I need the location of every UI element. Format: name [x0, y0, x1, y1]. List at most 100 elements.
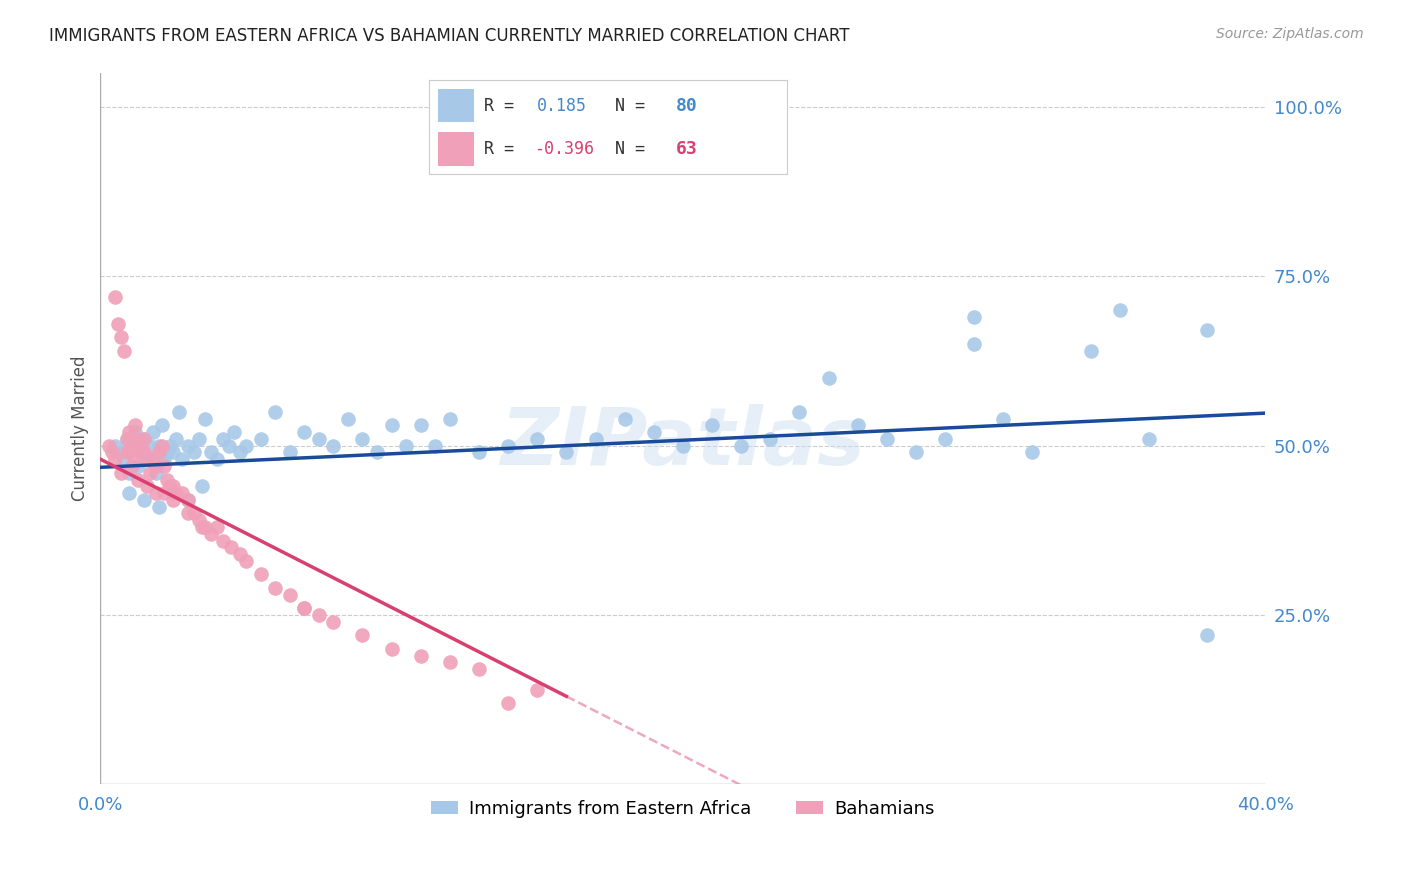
Point	[200, 445, 222, 459]
Point	[191, 520, 214, 534]
Point	[1197, 628, 1219, 642]
Point	[229, 547, 252, 561]
Point	[136, 452, 159, 467]
Point	[159, 439, 181, 453]
Point	[1137, 432, 1160, 446]
Point	[150, 439, 173, 453]
Point	[200, 526, 222, 541]
Point	[496, 439, 519, 453]
Text: IMMIGRANTS FROM EASTERN AFRICA VS BAHAMIAN CURRENTLY MARRIED CORRELATION CHART: IMMIGRANTS FROM EASTERN AFRICA VS BAHAMI…	[49, 27, 849, 45]
Point	[221, 541, 243, 555]
Point	[643, 425, 665, 439]
Point	[194, 411, 217, 425]
Point	[118, 425, 141, 439]
Point	[292, 601, 315, 615]
Point	[963, 337, 986, 351]
Point	[205, 520, 228, 534]
Point	[139, 466, 162, 480]
Bar	[437, 88, 474, 122]
Point	[129, 445, 152, 459]
Point	[121, 439, 143, 453]
Point	[112, 452, 135, 467]
Point	[162, 492, 184, 507]
Point	[308, 608, 330, 623]
Point	[496, 696, 519, 710]
Point	[148, 445, 170, 459]
Point	[142, 452, 165, 467]
Point	[127, 473, 149, 487]
Point	[162, 445, 184, 459]
Text: ZIPatlas: ZIPatlas	[501, 404, 866, 482]
Point	[104, 439, 127, 453]
Point	[526, 682, 548, 697]
Point	[292, 601, 315, 615]
Point	[439, 411, 461, 425]
Point	[183, 507, 205, 521]
Point	[308, 432, 330, 446]
Point	[1108, 303, 1130, 318]
Point	[153, 452, 176, 467]
Point	[205, 452, 228, 467]
Point	[145, 458, 167, 473]
Point	[395, 439, 418, 453]
Point	[132, 432, 155, 446]
Point	[188, 432, 211, 446]
Point	[153, 486, 176, 500]
Point	[439, 656, 461, 670]
Text: N =: N =	[616, 140, 655, 158]
Point	[292, 425, 315, 439]
Point	[425, 439, 447, 453]
Point	[136, 452, 159, 467]
Point	[121, 458, 143, 473]
Point	[156, 445, 179, 459]
Point	[136, 479, 159, 493]
Point	[167, 405, 190, 419]
Point	[468, 445, 491, 459]
Point	[876, 432, 898, 446]
Point	[145, 486, 167, 500]
Point	[526, 432, 548, 446]
Point	[1197, 323, 1219, 337]
Point	[115, 445, 138, 459]
Point	[104, 452, 127, 467]
Point	[409, 418, 432, 433]
Point	[104, 289, 127, 303]
Point	[194, 520, 217, 534]
Point	[235, 554, 257, 568]
Point	[165, 486, 187, 500]
Point	[110, 330, 132, 344]
Point	[150, 418, 173, 433]
Point	[142, 425, 165, 439]
Point	[159, 479, 181, 493]
Point	[963, 310, 986, 324]
Point	[235, 439, 257, 453]
Bar	[437, 132, 474, 166]
Point	[110, 466, 132, 480]
Point	[218, 439, 240, 453]
Point	[115, 432, 138, 446]
Point	[585, 432, 607, 446]
Point	[211, 432, 233, 446]
Point	[145, 466, 167, 480]
Point	[249, 432, 271, 446]
Point	[366, 445, 388, 459]
Point	[162, 486, 184, 500]
Point	[118, 466, 141, 480]
Point	[132, 432, 155, 446]
Point	[115, 432, 138, 446]
Point	[904, 445, 927, 459]
Point	[156, 473, 179, 487]
Point	[352, 628, 374, 642]
Point	[613, 411, 636, 425]
Point	[139, 439, 162, 453]
Point	[118, 445, 141, 459]
Point	[846, 418, 869, 433]
Text: 80: 80	[676, 96, 697, 114]
Point	[183, 445, 205, 459]
Point	[170, 452, 193, 467]
Legend: Immigrants from Eastern Africa, Bahamians: Immigrants from Eastern Africa, Bahamian…	[423, 793, 942, 825]
Text: 0.185: 0.185	[537, 96, 586, 114]
Point	[278, 588, 301, 602]
Point	[148, 500, 170, 514]
Text: R =: R =	[485, 140, 524, 158]
